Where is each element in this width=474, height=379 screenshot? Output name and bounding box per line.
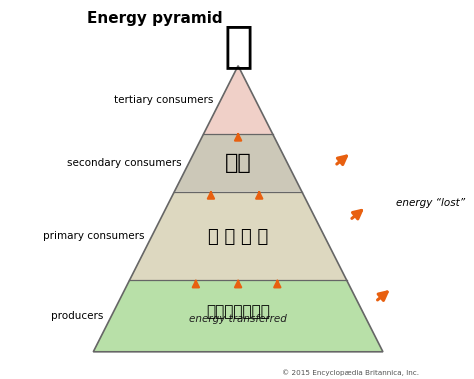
- Text: secondary consumers: secondary consumers: [67, 158, 182, 168]
- Text: energy “lost”: energy “lost”: [396, 198, 465, 208]
- Text: © 2015 Encyclopædia Britannica, Inc.: © 2015 Encyclopædia Britannica, Inc.: [282, 369, 419, 376]
- Text: 🐍🐍: 🐍🐍: [225, 153, 252, 173]
- Polygon shape: [93, 280, 383, 352]
- Text: primary consumers: primary consumers: [43, 231, 145, 241]
- Text: 🦅: 🦅: [223, 22, 253, 70]
- Text: energy transferred: energy transferred: [189, 314, 287, 324]
- Text: 🐇 🐇 🐇 🐇: 🐇 🐇 🐇 🐇: [208, 229, 268, 246]
- Text: tertiary consumers: tertiary consumers: [114, 95, 213, 105]
- Polygon shape: [203, 66, 273, 135]
- Polygon shape: [174, 135, 302, 192]
- Text: 🌿🌱🌿🌸🌿🌱🌿: 🌿🌱🌿🌸🌿🌱🌿: [206, 304, 270, 319]
- Text: Energy pyramid: Energy pyramid: [87, 11, 223, 27]
- Text: producers: producers: [52, 311, 104, 321]
- Polygon shape: [129, 192, 346, 280]
